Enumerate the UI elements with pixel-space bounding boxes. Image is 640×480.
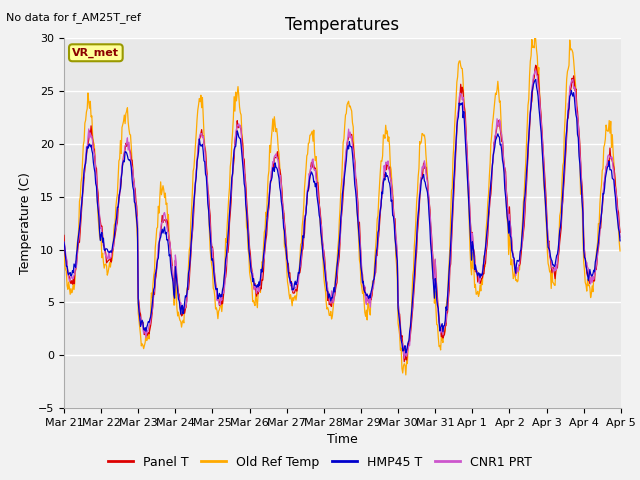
Text: VR_met: VR_met (72, 48, 119, 58)
Legend: Panel T, Old Ref Temp, HMP45 T, CNR1 PRT: Panel T, Old Ref Temp, HMP45 T, CNR1 PRT (103, 451, 537, 474)
Text: No data for f_AM25T_ref: No data for f_AM25T_ref (6, 12, 141, 23)
X-axis label: Time: Time (327, 433, 358, 446)
Y-axis label: Temperature (C): Temperature (C) (19, 172, 33, 274)
Title: Temperatures: Temperatures (285, 16, 399, 34)
